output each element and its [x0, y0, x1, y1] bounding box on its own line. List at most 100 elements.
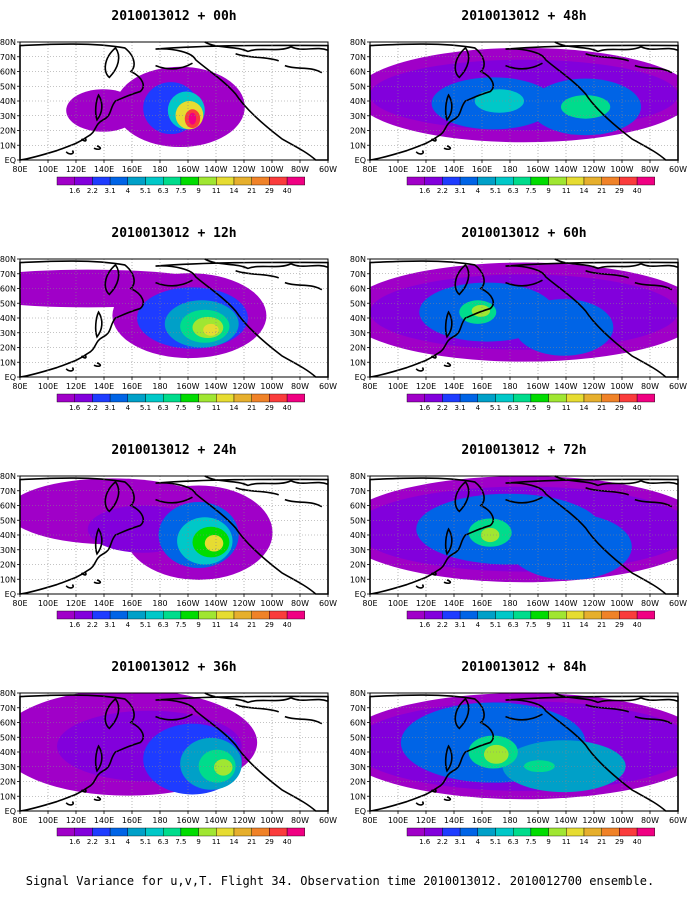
- signal-variance-field: [20, 269, 267, 359]
- coastline: [66, 355, 100, 371]
- colorbar-swatch: [216, 610, 235, 620]
- colorbar-label: 11: [212, 187, 221, 195]
- colorbar-label: 29: [615, 621, 624, 629]
- coastline: [446, 529, 452, 554]
- colorbar-label: 1.6: [419, 838, 431, 846]
- colorbar-label: 29: [265, 404, 274, 412]
- lon-tick-label: 180: [502, 599, 517, 608]
- variance-contour: [502, 740, 626, 793]
- colorbar-label: 9: [196, 404, 200, 412]
- lat-tick-label: 70N: [350, 53, 366, 62]
- lon-tick-label: 80W: [641, 816, 659, 825]
- lon-tick-label: 180: [502, 165, 517, 174]
- lon-tick-label: 100W: [260, 165, 283, 174]
- coastline: [370, 478, 493, 594]
- coastline: [20, 695, 143, 811]
- coastline: [96, 95, 102, 120]
- lon-tick-label: 160E: [472, 382, 492, 391]
- coastline: [156, 262, 328, 377]
- lon-tick-label: 100W: [610, 599, 633, 608]
- colorbar-swatch: [530, 176, 549, 186]
- colorbar-label: 21: [597, 621, 606, 629]
- colorbar-swatch: [145, 393, 164, 403]
- lon-tick-label: 120W: [582, 816, 605, 825]
- signal-variance-field: [66, 66, 245, 148]
- colorbar-label: 11: [562, 187, 571, 195]
- colorbar-label: 1.6: [419, 187, 431, 195]
- lon-tick-label: 60W: [319, 382, 337, 391]
- colorbar-label: 14: [580, 621, 589, 629]
- map-panel-48h: 2010013012 + 48h 80E 100E 120E 140E 160E 180 16…: [350, 9, 694, 195]
- colorbar-label: 21: [247, 838, 256, 846]
- colorbar-label: 4: [476, 838, 481, 846]
- colorbar-label: 29: [265, 187, 274, 195]
- coastline: [20, 44, 143, 160]
- colorbar-swatch: [566, 827, 585, 837]
- colorbar-swatch: [269, 827, 288, 837]
- lon-tick-label: 160E: [122, 165, 142, 174]
- lat-tick-label: 60N: [350, 285, 366, 294]
- lat-tick-label: 10N: [350, 141, 366, 150]
- variance-contour: [560, 95, 611, 119]
- variance-contour: [214, 759, 233, 776]
- coastline: [66, 572, 100, 588]
- lon-tick-label: 140E: [94, 816, 114, 825]
- colorbar-label: 29: [615, 404, 624, 412]
- panel-title: 2010013012 + 12h: [111, 226, 236, 241]
- lat-tick-label: 20N: [0, 561, 16, 570]
- lat-tick-label: 60N: [350, 502, 366, 511]
- signal-variance-field: [370, 693, 678, 800]
- coastline: [156, 45, 328, 160]
- lat-tick-label: EQ: [5, 590, 16, 599]
- colorbar-swatch: [636, 393, 655, 403]
- lon-tick-label: 140W: [204, 816, 227, 825]
- coastline: [455, 482, 468, 512]
- colorbar-swatch: [233, 393, 252, 403]
- colorbar-label: 6.3: [508, 838, 519, 846]
- colorbar-label: 2.2: [437, 404, 448, 412]
- colorbar-label: 21: [597, 187, 606, 195]
- lon-tick-label: 180: [502, 816, 517, 825]
- colorbar-swatch: [198, 610, 217, 620]
- colorbar-label: 7.5: [175, 838, 186, 846]
- colorbar-swatch: [583, 393, 602, 403]
- colorbar-label: 2.2: [437, 838, 448, 846]
- coastline: [416, 355, 450, 371]
- colorbar-swatch: [636, 610, 655, 620]
- lon-tick-label: 140W: [554, 165, 577, 174]
- colorbar-swatch: [269, 393, 288, 403]
- map-panel-00h: 2010013012 + 00h 80E 100E 120E 140E 160E 180 16…: [0, 9, 337, 195]
- lon-tick-label: 80W: [641, 165, 659, 174]
- colorbar-label: 29: [265, 838, 274, 846]
- panel-title: 2010013012 + 72h: [461, 443, 586, 458]
- colorbar-swatch: [269, 610, 288, 620]
- colorbar-label: 9: [546, 621, 550, 629]
- coastline: [156, 497, 193, 503]
- colorbar: 1.6 2.2 3.1 4 5.1 6.3 7.5 9 11 14 21 29 40: [406, 827, 655, 846]
- coastline: [506, 714, 543, 720]
- colorbar-label: 11: [562, 838, 571, 846]
- colorbar-swatch: [459, 610, 479, 620]
- lat-tick-label: 10N: [350, 358, 366, 367]
- colorbar-swatch: [601, 176, 620, 186]
- colorbar-swatch: [198, 393, 217, 403]
- colorbar-label: 2.2: [437, 187, 448, 195]
- colorbar-label: 4: [476, 621, 481, 629]
- colorbar-label: 9: [196, 838, 200, 846]
- colorbar-swatch: [145, 610, 164, 620]
- colorbar-label: 11: [562, 404, 571, 412]
- colorbar-label: 1.6: [69, 621, 81, 629]
- lat-tick-label: 40N: [0, 97, 16, 106]
- colorbar-label: 40: [283, 404, 292, 412]
- colorbar-swatch: [477, 176, 496, 186]
- coastline: [446, 312, 452, 337]
- colorbar-swatch: [162, 827, 182, 837]
- colorbar-swatch: [513, 827, 532, 837]
- lon-tick-label: 160E: [472, 599, 492, 608]
- lat-tick-label: 70N: [350, 270, 366, 279]
- colorbar-swatch: [127, 393, 146, 403]
- lat-tick-label: 80N: [0, 255, 16, 264]
- colorbar-label: 1.6: [69, 404, 81, 412]
- lat-tick-label: EQ: [5, 373, 16, 382]
